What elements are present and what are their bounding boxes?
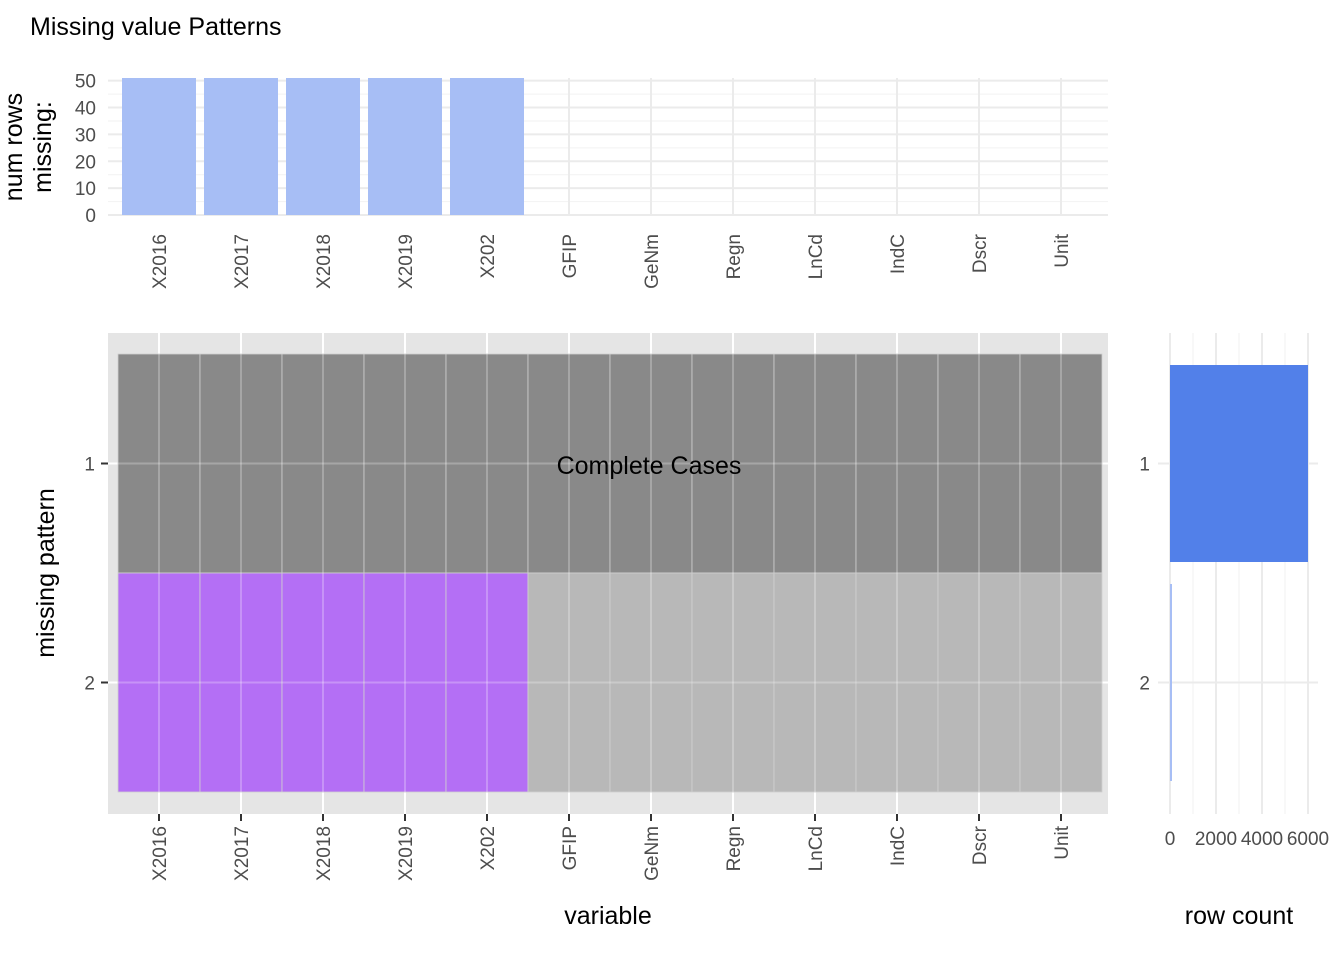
side-y-tick-label: 2 (1139, 674, 1150, 695)
side-x-tick-label: 4000 (1241, 829, 1283, 850)
heatmap-tile-2-Regn (691, 572, 775, 793)
top-x-tick-label: X2019 (396, 234, 417, 289)
heatmap-x-tick-label: GFIP (560, 826, 581, 870)
heatmap-tile-1-X2016 (117, 353, 201, 574)
top-y-tick-label: 10 (75, 179, 96, 200)
top-x-tick-label: IndC (888, 234, 909, 274)
heatmap-tile-1-X2018 (281, 353, 365, 574)
heatmap-tile-1-X2017 (199, 353, 283, 574)
heatmap-tile-2-IndC (855, 572, 939, 793)
top-x-tick-label: Regn (724, 234, 745, 279)
heatmap-tile-2-X2018 (281, 572, 365, 793)
heatmap-y-axis-title: missing pattern (32, 488, 60, 658)
side-bar-pattern-1 (1170, 365, 1308, 562)
heatmap-x-tick-label: X2016 (150, 826, 171, 881)
side-bar-pattern-2 (1170, 584, 1172, 781)
heatmap-x-tick-label: X2018 (314, 826, 335, 881)
top-y-tick-label: 0 (85, 206, 96, 227)
heatmap-x-tick-label: Unit (1052, 825, 1073, 860)
side-x-tick-label: 6000 (1287, 829, 1329, 850)
top-x-tick-label: X202 (478, 234, 499, 278)
top-x-tick-label: LnCd (806, 234, 827, 279)
complete-cases-annotation: Complete Cases (557, 452, 742, 480)
top-y-axis-title-line: num rows (0, 93, 28, 201)
heatmap-tile-1-GFIP (527, 353, 611, 574)
heatmap-x-tick-label: X202 (478, 826, 499, 870)
heatmap-x-axis-title: variable (564, 902, 652, 930)
side-y-tick-label: 1 (1139, 455, 1150, 476)
top-bar-X2019 (368, 78, 442, 215)
heatmap-x-tick-label: Regn (724, 826, 745, 871)
heatmap-x-tick-label: IndC (888, 826, 909, 866)
heatmap-x-tick-label: LnCd (806, 826, 827, 871)
heatmap-x-tick-label: X2019 (396, 826, 417, 881)
heatmap-x-tick-label: GeNm (642, 826, 663, 881)
heatmap-tile-2-Unit (1019, 572, 1103, 793)
heatmap-y-tick-label: 1 (84, 455, 95, 476)
heatmap-tile-1-Unit (1019, 353, 1103, 574)
heatmap-tile-2-Dscr (937, 572, 1021, 793)
chart-title: Missing value Patterns (30, 13, 282, 41)
missing-pattern-heatmap-panel: Complete Cases 1 2 X2016 X2017 X2018 X2019 X202… (32, 333, 1108, 930)
top-bar-X2018 (286, 78, 360, 215)
top-missing-count-panel: 0 10 20 30 40 50 X2016 X2017 X2018 X2019 X202 GFIP G… (0, 72, 1108, 289)
side-x-tick-label: 0 (1165, 829, 1176, 850)
top-y-tick-label: 40 (75, 99, 96, 120)
heatmap-tile-2-X2019 (363, 572, 447, 793)
heatmap-tile-2-X202 (445, 572, 529, 793)
heatmap-x-tick-label: Dscr (970, 825, 991, 865)
heatmap-tile-2-LnCd (773, 572, 857, 793)
heatmap-tile-1-X2019 (363, 353, 447, 574)
top-bar-X2017 (204, 78, 278, 215)
top-bar-X2016 (122, 78, 196, 215)
heatmap-tile-1-LnCd (773, 353, 857, 574)
top-y-tick-label: 30 (75, 125, 96, 146)
top-y-axis-title-line: missing: (29, 101, 57, 193)
heatmap-y-tick-label: 2 (84, 674, 95, 695)
row-count-panel: 1 2 0 2000 4000 6000 row count (1139, 333, 1329, 930)
top-y-tick-label: 20 (75, 152, 96, 173)
top-x-tick-label: X2016 (150, 234, 171, 289)
heatmap-x-tick-label: X2017 (232, 826, 253, 881)
top-x-tick-label: GeNm (642, 234, 663, 289)
top-x-tick-label: X2017 (232, 234, 253, 289)
heatmap-tile-1-IndC (855, 353, 939, 574)
top-x-tick-label: Dscr (970, 233, 991, 273)
heatmap-tile-2-X2016 (117, 572, 201, 793)
top-x-tick-label: X2018 (314, 234, 335, 289)
heatmap-tile-2-GFIP (527, 572, 611, 793)
top-x-tick-label: GFIP (560, 234, 581, 278)
side-x-axis-title: row count (1185, 902, 1293, 930)
top-y-tick-label: 50 (75, 72, 96, 93)
top-bar-X202 (450, 78, 524, 215)
top-x-tick-label: Unit (1052, 233, 1073, 268)
heatmap-tile-1-Dscr (937, 353, 1021, 574)
heatmap-tile-1-X202 (445, 353, 529, 574)
heatmap-tile-2-X2017 (199, 572, 283, 793)
heatmap-tile-2-GeNm (609, 572, 693, 793)
side-x-tick-label: 2000 (1195, 829, 1237, 850)
